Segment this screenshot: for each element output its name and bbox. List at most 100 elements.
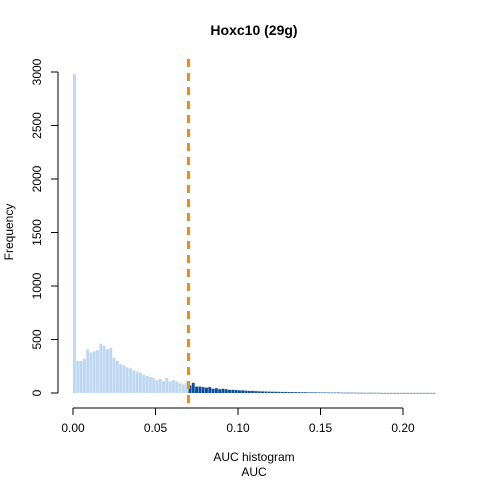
histogram-bar: [304, 392, 307, 393]
histogram-bars: [73, 74, 436, 394]
histogram-bar: [323, 392, 327, 394]
histogram-bar: [294, 392, 297, 393]
histogram-bar: [290, 392, 294, 393]
histogram-bar: [82, 358, 86, 393]
histogram-bar: [195, 386, 198, 393]
histogram-bar: [181, 384, 185, 393]
histogram-bar: [214, 388, 218, 393]
histogram-bar: [287, 392, 291, 393]
histogram-bar: [185, 382, 189, 393]
histogram-bar: [386, 392, 390, 394]
histogram-bar: [264, 391, 268, 393]
histogram-bar: [241, 390, 245, 393]
chart-title: Hoxc10 (29g): [210, 22, 297, 38]
histogram-bar: [79, 360, 83, 393]
x-tick-label: 0.15: [309, 421, 333, 435]
histogram-bar: [208, 387, 212, 393]
histogram-bar: [247, 390, 251, 393]
histogram-bar: [244, 390, 248, 393]
histogram-bar: [360, 392, 363, 394]
histogram-bar: [307, 392, 311, 393]
histogram-bar: [330, 392, 334, 394]
histogram-bar: [356, 392, 360, 394]
histogram-bar: [403, 392, 406, 394]
histogram-bar: [115, 360, 119, 393]
histogram-bar: [142, 374, 146, 393]
histogram-bar: [426, 392, 429, 394]
histogram-bar: [145, 375, 149, 393]
histogram-bar: [274, 391, 278, 393]
histogram-bar: [148, 376, 152, 393]
x-axis-label: AUC histogram: [213, 450, 294, 464]
histogram-bar: [333, 392, 337, 394]
histogram-bar: [313, 392, 317, 393]
histogram-bar: [188, 385, 192, 393]
histogram-bar: [155, 380, 159, 393]
y-tick-label: 1500: [30, 219, 44, 246]
histogram-bar: [300, 392, 304, 393]
x-tick-label: 0.00: [61, 421, 85, 435]
histogram-bar: [416, 392, 420, 394]
histogram-bar: [257, 391, 261, 393]
histogram-bar: [406, 392, 410, 394]
y-tick-label: 3000: [30, 58, 44, 85]
histogram-bar: [373, 392, 377, 394]
histogram-bar: [221, 388, 225, 393]
histogram-bar: [396, 392, 400, 394]
histogram-bar: [238, 390, 241, 393]
histogram-bar: [211, 388, 215, 393]
y-axis-label: Frequency: [2, 204, 16, 261]
histogram-bar: [99, 343, 103, 393]
histogram-bar: [205, 387, 208, 393]
x-axis: 0.00 0.05 0.10 0.15 0.20: [61, 407, 415, 435]
y-tick-label: 2000: [30, 165, 44, 192]
histogram-bar: [429, 392, 433, 394]
histogram-bar: [132, 370, 136, 393]
x-tick-label: 0.20: [391, 421, 415, 435]
histogram-bar: [284, 391, 288, 393]
y-axis: 0 500 1000 1500 2000 2500 3000: [30, 58, 59, 396]
histogram-bar: [383, 392, 387, 394]
histogram-bar: [267, 391, 271, 393]
histogram-bar: [234, 390, 238, 393]
histogram-bar: [168, 381, 172, 393]
histogram-bar: [393, 392, 396, 394]
histogram-bar: [89, 352, 93, 393]
histogram-bar: [191, 382, 195, 393]
histogram-bar: [376, 392, 380, 394]
x-tick-label: 0.05: [144, 421, 168, 435]
histogram-bar: [343, 392, 347, 394]
histogram-bar: [399, 392, 403, 394]
histogram-bar: [327, 392, 330, 394]
x-axis-sublabel: AUC: [241, 465, 267, 479]
histogram-bar: [277, 391, 281, 393]
histogram-bar: [76, 360, 80, 393]
histogram-bar: [297, 392, 301, 393]
histogram-bar: [350, 392, 354, 394]
histogram-bar: [165, 378, 169, 393]
y-tick-label: 0: [30, 389, 44, 396]
histogram-bar: [251, 390, 255, 393]
histogram-bar: [271, 391, 274, 393]
histogram-bar: [125, 367, 129, 393]
histogram-bar: [337, 392, 340, 394]
histogram-bar: [370, 392, 373, 394]
histogram-bar: [419, 392, 423, 394]
histogram-bar: [172, 380, 175, 393]
y-tick-label: 2500: [30, 112, 44, 139]
histogram-bar: [106, 349, 109, 393]
histogram-bar: [122, 365, 126, 393]
histogram-bar: [366, 392, 370, 394]
histogram-bar: [409, 392, 413, 394]
histogram-bar: [139, 372, 142, 393]
histogram-bar: [310, 392, 314, 393]
histogram-bar: [201, 387, 205, 393]
histogram-bar: [162, 381, 165, 393]
histogram-bar: [158, 379, 162, 393]
histogram-bar: [254, 391, 258, 393]
histogram-bar: [317, 392, 321, 394]
histogram-bar: [224, 389, 228, 393]
histogram-bar: [340, 392, 344, 394]
histogram-bar: [379, 392, 383, 394]
histogram-bar: [92, 351, 96, 393]
